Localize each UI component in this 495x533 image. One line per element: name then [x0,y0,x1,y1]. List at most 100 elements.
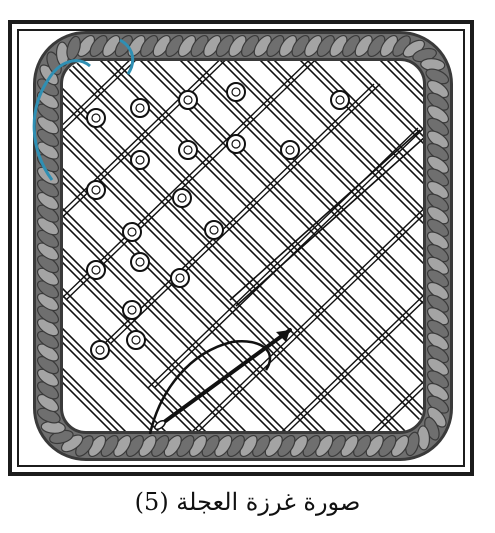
fabric-thread [62,60,181,432]
fabric-thread [79,60,424,432]
fabric-thread [133,60,424,432]
fabric-thread [62,60,395,432]
cord-bead [66,35,81,61]
fabric-thread [62,60,381,432]
stitch-knot-center [183,145,193,155]
stitch-knot-center [135,257,145,267]
fabric-thread [279,60,424,432]
cross-thread [65,60,337,301]
fabric-thread [62,60,301,432]
fabric-thread [62,60,261,432]
cross-thread [109,83,381,345]
stitch-knot [280,140,300,160]
stitch-knot [204,220,224,240]
stitch-knot [178,140,198,160]
stitch-knot [330,90,350,110]
fabric-thread [173,60,424,432]
fabric-thread [62,60,348,432]
stitch-knot-center [177,193,187,203]
cross-thread [191,171,424,432]
fabric-thread [62,60,155,432]
fabric-thread [62,60,141,432]
stitch-knot [130,98,150,118]
figure-caption: صورة غرزة العجلة (5) [134,488,361,516]
fabric-thread [487,40,495,460]
stitch-knot [172,188,192,208]
fabric-thread [246,60,424,432]
fabric-thread [62,60,424,432]
stitch-knot-center [231,139,241,149]
stitch-knot [130,252,150,272]
fabric-thread [62,60,268,432]
fabric-thread [62,60,355,432]
fabric-thread [253,60,424,432]
cross-thread [279,259,424,432]
cross-thread [285,259,424,432]
fabric-thread [62,60,235,432]
fabric-thread [166,60,424,432]
cross-thread [235,135,424,307]
cross-thread [235,215,424,432]
fabric-thread [62,60,228,432]
fabric-thread [93,60,424,432]
stitch-knot [90,340,110,360]
fabric-thread [333,60,424,432]
cross-thread [103,83,375,345]
stitch-knot [226,82,246,102]
needle-icon [148,328,292,435]
stitch-knot-center [95,345,105,355]
stitch-knot [86,180,106,200]
outer-frame [8,20,474,476]
stitch-knot-center [285,145,295,155]
cross-thread [62,60,331,301]
cross-thread [62,60,293,257]
cross-thread [62,60,249,213]
stitch-knot-center [127,305,137,315]
fabric-thread [206,60,424,432]
fabric-thread [62,60,195,432]
stitch-knot-center [175,273,185,283]
stitch-knot [122,300,142,320]
stitch-knot [130,150,150,170]
cross-thread [229,129,421,301]
fabric-thread [326,60,424,432]
fabric-thread [62,60,148,432]
fabric-thread [119,60,424,432]
fabric-thread [293,60,424,432]
fabric-thread [213,60,424,432]
cord-border [33,31,453,461]
stitch-knot-center [209,225,219,235]
cross-thread [62,60,287,257]
stitch-knot [178,90,198,110]
arrow-icon [276,330,290,342]
fabric-thread [62,60,221,432]
stitch-knot-center [91,265,101,275]
fabric-thread [62,60,424,432]
fabric-thread [319,60,424,432]
fabric-thread [62,60,341,432]
stitch-knot [126,330,146,350]
stitch-knot-center [135,103,145,113]
stitch-knot-center [231,87,241,97]
fabric-thread [62,60,421,432]
fabric-thread [239,60,424,432]
fabric-thread [126,60,424,432]
stitch-knot-center [183,95,193,105]
fabric-thread [480,40,495,460]
stitch-knot [86,260,106,280]
stitch-knot [122,222,142,242]
stitch-knot [226,134,246,154]
fabric-thread [62,60,315,432]
stitch-knot-center [91,113,101,123]
fabric-thread [286,60,424,432]
cross-thread [241,215,424,432]
cross-thread [62,60,243,213]
stitch-knot [86,108,106,128]
fabric-thread [62,60,388,432]
stitch-knot-center [131,335,141,345]
stitch-knot-center [91,185,101,195]
stitch-knot [170,268,190,288]
blue-thread-icon [32,38,135,181]
fabric-thread [199,60,424,432]
